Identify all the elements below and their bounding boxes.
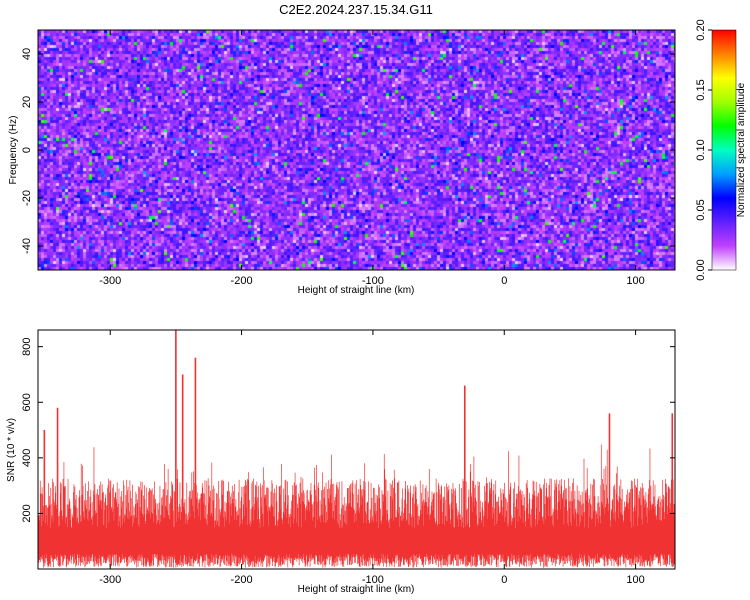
snr-x-tick-label: -200	[231, 574, 253, 586]
snr-frame	[37, 329, 676, 570]
snr-x-tick-label: -300	[99, 574, 121, 586]
snr-x-ticks: -300 -200 -100 0 100	[99, 330, 645, 586]
colorbar-gradient	[711, 29, 737, 271]
figure-title: C2E2.2024.237.15.34.G11	[279, 2, 433, 17]
spectrogram-x-tick-label: -200	[231, 275, 253, 287]
spectrogram-x-tick-label: -100	[362, 275, 384, 287]
colorbar: 0.00 0.05 0.10 0.15 0.20 Normalized spectral…	[695, 19, 747, 280]
colorbar-title: Normalized spectral amplitude	[736, 82, 747, 217]
snr-panel: -300 -200 -100 0 100 200 400 600 800 Height of …	[6, 329, 676, 595]
colorbar-ticks: 0.00 0.05 0.10 0.15 0.20	[695, 19, 712, 281]
spectrogram-x-axis-title: Height of straight line (km)	[298, 285, 415, 296]
snr-x-tick-label: 100	[626, 574, 644, 586]
snr-y-tick-label: 400	[21, 449, 33, 467]
snr-x-tick-label: -100	[362, 574, 384, 586]
spectrogram-y-tick-label: 20	[21, 96, 33, 108]
spectrogram-y-tick-label: -40	[21, 238, 33, 254]
spectrogram-x-tick-label: 100	[626, 275, 644, 287]
spectrogram-image	[38, 30, 675, 270]
snr-y-ticks: 200 400 600 800	[21, 337, 675, 523]
snr-x-axis-title: Height of straight line (km)	[298, 584, 415, 595]
spectrogram-x-tick-label: 0	[501, 275, 507, 287]
colorbar-tick-label: 0.05	[695, 199, 707, 220]
colorbar-tick-label: 0.15	[695, 79, 707, 100]
spectrogram-x-tick-label: -300	[99, 275, 121, 287]
spectrogram-y-axis-title: Frequency (Hz)	[8, 116, 19, 185]
colorbar-tick-label: 0.20	[695, 19, 707, 40]
spectrogram-y-tick-label: -20	[21, 190, 33, 206]
snr-x-tick-label: 0	[501, 574, 507, 586]
colorbar-tick-label: 0.10	[695, 139, 707, 160]
snr-series	[37, 330, 676, 568]
colorbar-tick-label: 0.00	[695, 259, 707, 280]
spectrogram-y-tick-label: 40	[21, 48, 33, 60]
snr-trace	[37, 330, 676, 568]
spectrogram-x-ticks: -300 -200 -100 0 100	[99, 30, 645, 287]
snr-y-tick-label: 800	[21, 337, 33, 355]
snr-y-tick-label: 600	[21, 393, 33, 411]
spectrogram-y-ticks: -40 -20 0 20 40	[21, 48, 675, 254]
snr-y-axis-title: SNR (10 * v/v)	[6, 418, 17, 482]
snr-y-tick-label: 200	[21, 504, 33, 522]
spectrogram-y-tick-label: 0	[21, 147, 33, 153]
